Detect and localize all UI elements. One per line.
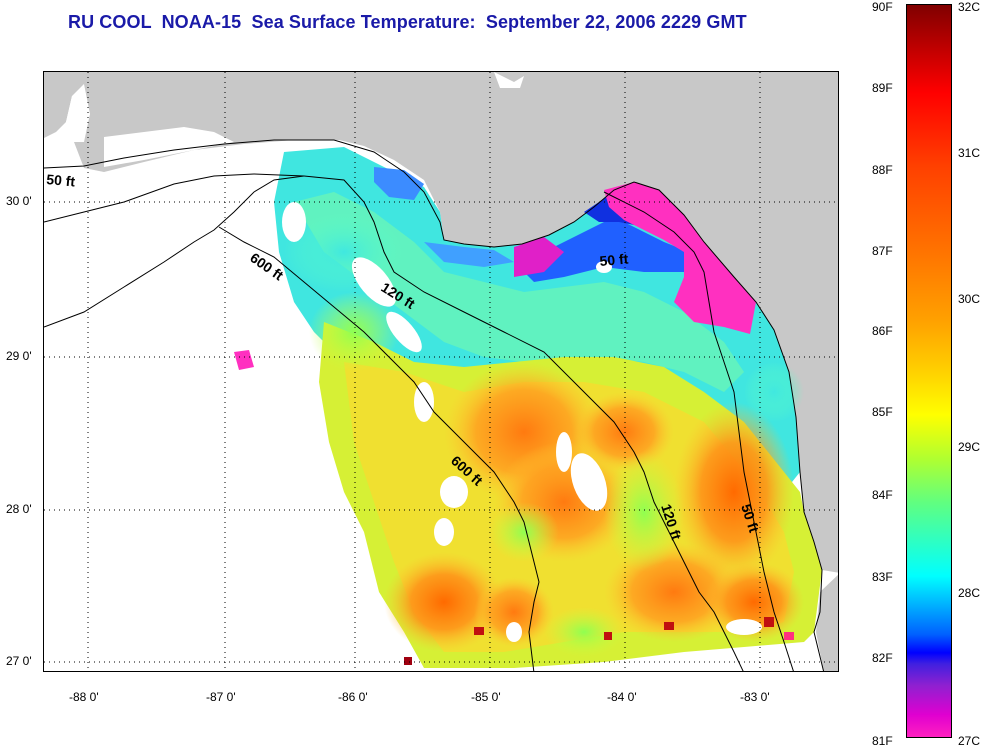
- longitude-label: -86 0': [338, 690, 368, 704]
- colorbar-c-label: 31C: [958, 146, 981, 160]
- latitude-label: 30 0': [6, 194, 32, 208]
- sst-map[interactable]: 50 ft 600 ft 120 ft 50 ft 600 ft 120 ft …: [43, 71, 839, 672]
- colorbar-f-label: 90F: [872, 0, 893, 14]
- colorbar-f-label: 89F: [872, 81, 893, 95]
- colorbar-f-label: 87F: [872, 244, 893, 258]
- longitude-label: -85 0': [471, 690, 501, 704]
- longitude-label: -87 0': [206, 690, 236, 704]
- colorbar-c-label: 30C: [958, 292, 981, 306]
- colorbar-f-label: 84F: [872, 488, 893, 502]
- longitude-label: -83 0': [740, 690, 770, 704]
- graticule: [44, 72, 838, 671]
- sst-field: [234, 147, 822, 668]
- sst-map-canvas: 50 ft 600 ft 120 ft 50 ft 600 ft 120 ft …: [44, 72, 838, 671]
- longitude-label: -88 0': [69, 690, 99, 704]
- colorbar-f-label: 86F: [872, 324, 893, 338]
- latitude-label: 29 0': [6, 349, 32, 363]
- contour-label: 50 ft: [46, 171, 76, 189]
- colorbar-f-label: 83F: [872, 570, 893, 584]
- colorbar-f-label: 85F: [872, 405, 893, 419]
- map-title: RU COOL NOAA-15 Sea Surface Temperature:…: [68, 12, 747, 32]
- colorbar-c-label: 27C: [958, 734, 981, 748]
- estuaries: [66, 72, 524, 192]
- temperature-colorbar: [906, 4, 952, 738]
- colorbar-c-label: 32C: [958, 0, 981, 14]
- land-area: [44, 72, 838, 671]
- contour-label: 50 ft: [599, 251, 629, 269]
- longitude-label: -84 0': [607, 690, 637, 704]
- cloud-mask: [282, 202, 762, 642]
- colorbar-f-label: 81F: [872, 734, 893, 748]
- latitude-label: 27 0': [6, 654, 32, 668]
- colorbar-f-label: 88F: [872, 163, 893, 177]
- colorbar-c-label: 28C: [958, 586, 981, 600]
- latitude-label: 28 0': [6, 502, 32, 516]
- colorbar-f-label: 82F: [872, 651, 893, 665]
- contours: [44, 139, 825, 671]
- colorbar-c-label: 29C: [958, 440, 981, 454]
